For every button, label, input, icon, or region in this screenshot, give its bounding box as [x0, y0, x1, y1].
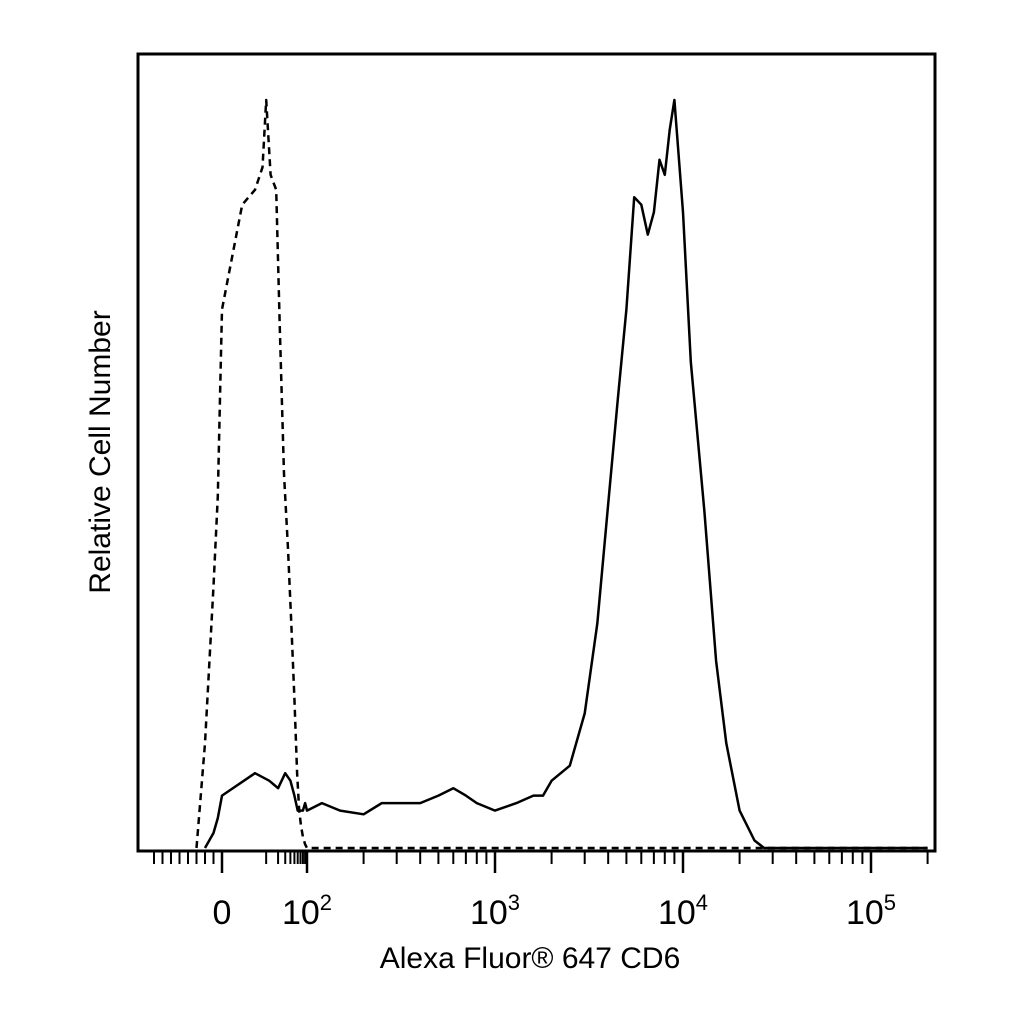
x-minor-ticks: [153, 851, 929, 864]
x-major-ticks: [220, 851, 873, 873]
series-layer: [195, 98, 928, 850]
x-tick-label: 105: [846, 890, 896, 932]
x-axis-title: Alexa Fluor® 647 CD6: [380, 942, 681, 975]
y-axis-title: Relative Cell Number: [84, 310, 117, 593]
cd6-histogram-line: [203, 98, 928, 850]
x-tick-label: 102: [282, 890, 332, 932]
plot-frame: [136, 52, 937, 853]
x-tick-label: 0: [213, 894, 232, 932]
x-tick-label: 103: [470, 890, 520, 932]
x-tick-label: 104: [658, 890, 708, 932]
control-histogram-line: [195, 98, 928, 850]
x-tick-labels: 0 102 103 104 105: [213, 890, 897, 932]
